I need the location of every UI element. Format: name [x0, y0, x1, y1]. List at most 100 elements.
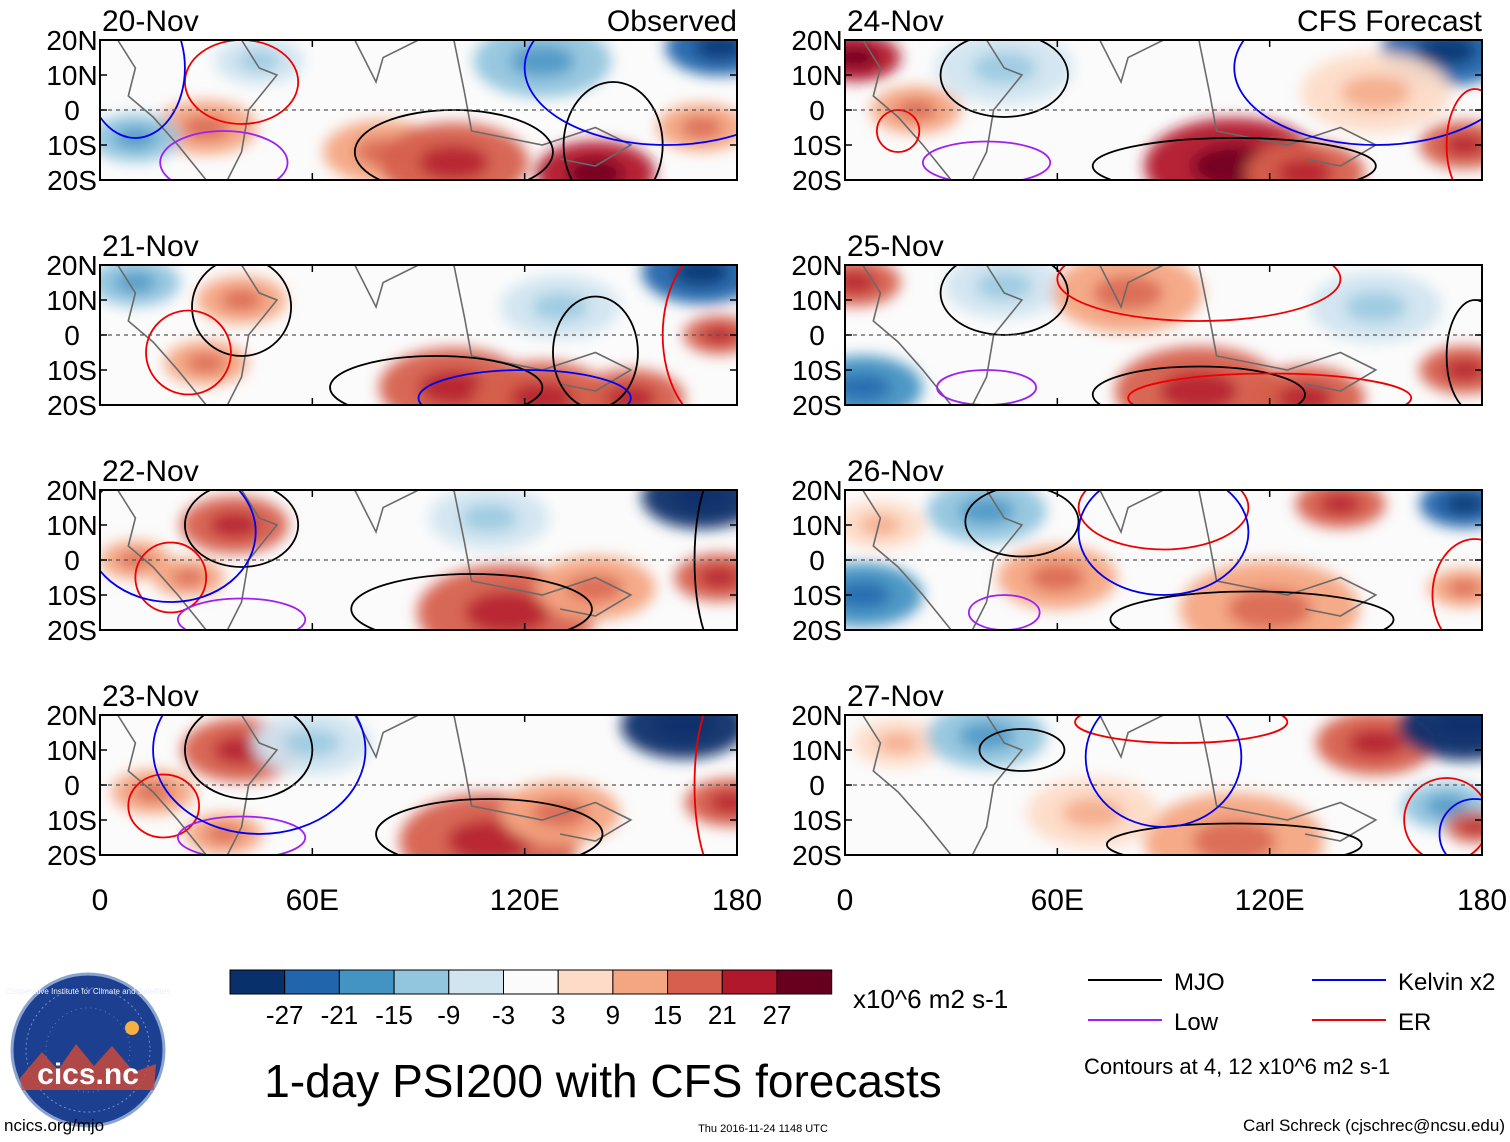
- y-tick-label: 10N: [46, 510, 97, 541]
- anomaly-core: [1061, 797, 1124, 829]
- colorbar-swatch: [393, 969, 450, 995]
- anomaly-core: [418, 145, 489, 180]
- anomaly-core: [510, 381, 575, 405]
- anomaly-core: [894, 99, 937, 121]
- wave-contour: [1074, 715, 1289, 744]
- logo-ring-text: Cooperative Institute for Climate and Sa…: [6, 987, 171, 996]
- anomaly-field: [845, 490, 1482, 630]
- anomaly-core: [1277, 159, 1334, 180]
- africa-coast: [862, 490, 952, 630]
- colorbar-swatch: [667, 969, 723, 995]
- anomaly-core: [845, 581, 891, 609]
- wave-contour: [176, 597, 307, 630]
- anomaly-core: [220, 289, 263, 311]
- east-africa-coast: [971, 265, 1024, 405]
- wave-contour: [552, 295, 639, 405]
- colorbar-swatch: [557, 969, 614, 995]
- y-tick-label: 10S: [792, 805, 842, 836]
- wave-contour: [329, 355, 544, 405]
- wave-contour: [1127, 372, 1413, 405]
- colorbar-swatch: [612, 969, 669, 995]
- colorbar-tick-label: -27: [266, 1000, 304, 1030]
- colorbar-tick-label: 9: [606, 1000, 620, 1030]
- wave-contour: [921, 140, 1052, 180]
- india-coast: [1099, 715, 1164, 760]
- panel-date-label: 22-Nov: [102, 455, 199, 488]
- panel-date-label: 23-Nov: [102, 680, 199, 713]
- india-coast: [1099, 490, 1164, 535]
- maritime-coast: [1198, 490, 1378, 617]
- contour-legend: MJO Kelvin x2 Low ER Contours at 4, 12 x10^6…: [1084, 969, 1495, 1079]
- wave-contours: [936, 265, 1482, 405]
- wave-contour: [967, 594, 1041, 630]
- wave-contour: [184, 40, 300, 125]
- y-tick-label: 0: [809, 95, 825, 126]
- coastlines: [862, 40, 1378, 180]
- y-tick-label: 0: [809, 770, 825, 801]
- footer-website: ncics.org/mjo: [4, 1116, 104, 1135]
- y-tick-label: 20S: [47, 390, 97, 421]
- panel-grid: Observed20N10N010S20S20-Nov20N10N010S20S…: [46, 5, 1483, 871]
- colorbar-tick-label: -9: [437, 1000, 460, 1030]
- wave-contour: [1077, 490, 1250, 551]
- africa-coast: [117, 40, 207, 180]
- anomaly-core: [1415, 40, 1478, 66]
- y-tick-label: 20N: [46, 250, 97, 281]
- africa-coast: [862, 265, 952, 405]
- anomaly-core: [1029, 563, 1086, 592]
- anomaly-core: [532, 293, 589, 321]
- legend-label: MJO: [1174, 969, 1225, 996]
- y-tick-label: 10S: [47, 805, 97, 836]
- y-tick-label: 10N: [46, 285, 97, 316]
- wave-contour: [964, 490, 1080, 558]
- anomaly-core: [976, 272, 1033, 300]
- colorbar-swatch: [721, 969, 778, 995]
- anomaly-field: [845, 40, 1482, 180]
- wave-contour: [936, 369, 1037, 405]
- y-tick-label: 10N: [791, 285, 842, 316]
- anomaly-core: [461, 504, 518, 532]
- wave-contours: [964, 490, 1482, 630]
- map-panel-23-nov: 20N 10N 0 10S 20S 23-Nov: [46, 680, 738, 871]
- anomaly-core: [1347, 729, 1404, 757]
- anomaly-core: [510, 44, 575, 78]
- anomaly-core: [708, 792, 737, 813]
- anomaly-core: [209, 512, 260, 538]
- wave-contour: [152, 715, 367, 835]
- wave-contour: [1403, 777, 1482, 855]
- wave-contour: [375, 798, 604, 855]
- coastlines: [862, 490, 1378, 630]
- maritime-coast: [453, 40, 633, 167]
- panel-date-label: 25-Nov: [847, 230, 944, 263]
- colorbar-tick-label: 21: [708, 1000, 737, 1030]
- y-tick-label: 20S: [792, 840, 842, 871]
- india-coast: [354, 40, 419, 85]
- footer-author: Carl Schreck (cjschrec@ncsu.edu): [1243, 1116, 1505, 1135]
- wave-contour: [1091, 365, 1306, 405]
- india-coast: [354, 490, 419, 535]
- wave-contour: [184, 490, 300, 568]
- wave-contour: [1233, 40, 1482, 146]
- colorbar-swatch: [448, 969, 504, 995]
- wave-contour: [176, 815, 307, 855]
- map-panel-25-nov: 20N 10N 0 10S 20S 25-Nov: [791, 230, 1483, 421]
- wave-contour: [350, 573, 593, 630]
- y-tick-label: 10S: [47, 355, 97, 386]
- colorbar-swatch: [229, 969, 286, 995]
- anomaly-core: [698, 567, 737, 588]
- wave-contours: [978, 715, 1482, 855]
- panel-date-label: 26-Nov: [847, 455, 944, 488]
- india-coast: [354, 715, 419, 760]
- wave-contour: [159, 130, 289, 180]
- anomaly-core: [1345, 291, 1407, 323]
- colorbar-swatch: [776, 969, 833, 995]
- colorbar-swatch: [284, 969, 340, 995]
- coastlines: [117, 40, 633, 180]
- y-tick-label: 20S: [47, 840, 97, 871]
- india-coast: [354, 265, 419, 310]
- x-tick-label: 0: [837, 884, 854, 917]
- cics-logo: cics.nc Cooperative Institute for Climat…: [6, 972, 171, 1128]
- wave-contour: [1109, 590, 1395, 630]
- anomaly-core: [205, 824, 243, 844]
- y-tick-label: 20N: [791, 25, 842, 56]
